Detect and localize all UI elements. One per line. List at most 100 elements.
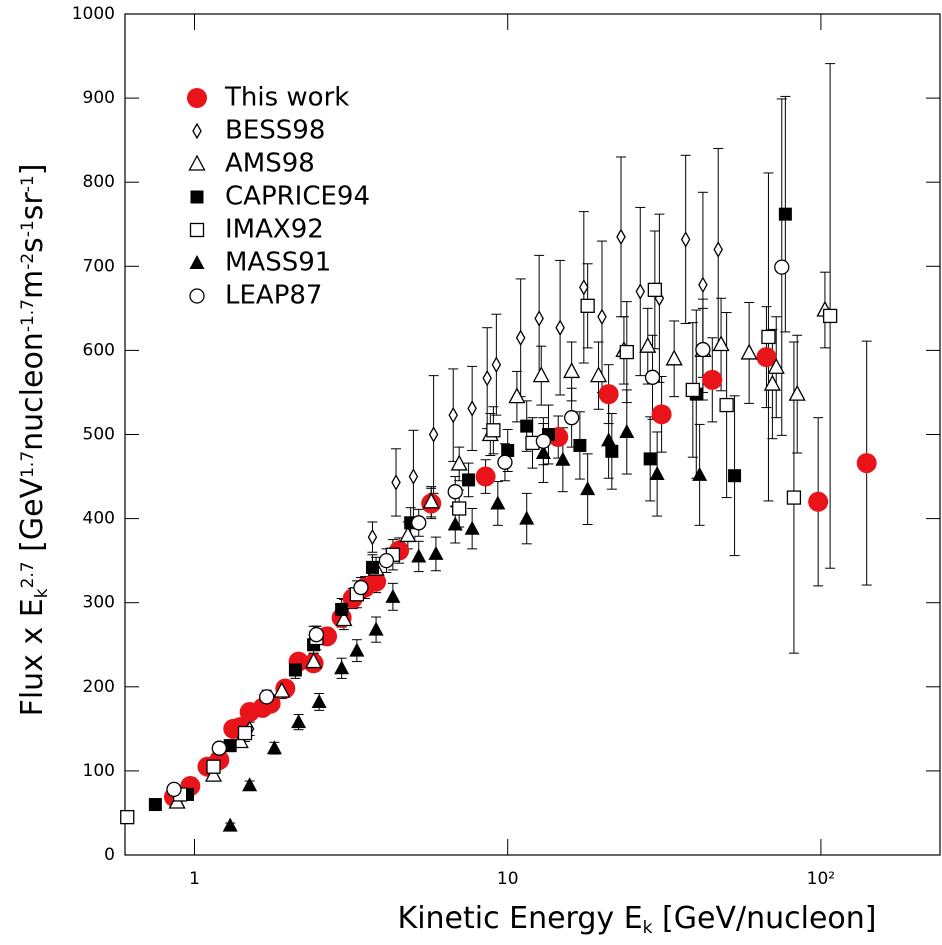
marker (190, 190, 204, 204)
marker (649, 466, 665, 481)
marker (639, 336, 657, 353)
marker (808, 491, 829, 512)
legend-label: LEAP87 (225, 281, 322, 311)
marker (786, 490, 802, 505)
y-tick-label: 600 (83, 340, 115, 360)
marker (399, 526, 417, 543)
marker (187, 88, 207, 108)
marker (189, 222, 205, 238)
marker (601, 432, 617, 447)
label-part: s (15, 237, 50, 253)
marker (680, 231, 691, 248)
marker (685, 382, 700, 398)
marker (563, 410, 580, 426)
marker (222, 817, 238, 832)
marker (242, 777, 258, 792)
marker (447, 484, 463, 500)
marker (428, 426, 439, 443)
marker (520, 419, 534, 433)
marker (237, 725, 253, 741)
y-tick-label: 400 (83, 509, 115, 529)
legend-label: IMAX92 (225, 215, 324, 245)
marker (311, 693, 327, 708)
label-part: [GeV/nucleon] (653, 901, 877, 936)
marker (761, 329, 776, 345)
marker (335, 610, 353, 627)
marker (740, 343, 758, 360)
marker (422, 492, 440, 509)
marker (728, 469, 742, 483)
marker (462, 473, 476, 487)
marker (579, 279, 589, 296)
marker (535, 433, 552, 449)
label-part: k (643, 918, 653, 938)
marker (598, 384, 619, 405)
marker (411, 515, 427, 531)
marker (189, 255, 205, 269)
marker (822, 308, 838, 324)
marker (475, 466, 496, 487)
label-part: Flux x E (15, 598, 50, 716)
marker (508, 387, 526, 404)
marker (120, 810, 135, 825)
marker (619, 423, 635, 438)
marker (651, 404, 672, 425)
marker (695, 341, 711, 358)
marker (778, 207, 792, 221)
x-tick-label: 10² (807, 869, 835, 889)
marker (428, 545, 444, 560)
marker (408, 468, 419, 485)
marker (635, 283, 646, 300)
y-tick-label: 300 (83, 593, 115, 613)
marker (756, 347, 777, 368)
label-part: m (15, 270, 50, 299)
marker (719, 397, 734, 413)
legend-label: MASS91 (225, 248, 331, 278)
marker (259, 689, 275, 705)
marker (532, 366, 550, 383)
marker (616, 228, 626, 246)
marker (515, 329, 526, 347)
marker (702, 369, 723, 390)
marker (534, 310, 544, 327)
marker (501, 443, 515, 457)
marker (291, 714, 307, 729)
marker (166, 781, 182, 798)
x-tick-label: 10 (497, 869, 519, 889)
marker (447, 516, 463, 531)
marker (288, 663, 302, 677)
marker (482, 369, 492, 387)
label-part: k (32, 588, 52, 598)
marker (763, 374, 781, 391)
marker (308, 627, 325, 643)
marker (368, 621, 384, 636)
x-tick-label: 1 (189, 869, 200, 889)
marker (535, 445, 551, 460)
x-axis-label: Kinetic Energy Ek [GeV/nucleon] (398, 901, 877, 938)
y-tick-label: 800 (83, 172, 115, 192)
marker (519, 510, 535, 525)
marker (353, 579, 369, 596)
label-part: [GeV (15, 477, 50, 561)
y-tick-label: 200 (83, 677, 115, 697)
legend-label: CAPRICE94 (225, 182, 370, 212)
label-part: nucleon (15, 332, 50, 451)
marker (856, 453, 877, 474)
label-part: -1 (18, 220, 38, 237)
marker (486, 423, 501, 438)
label-part: ] (15, 164, 50, 176)
label-part: 1.7 (18, 451, 38, 478)
marker (555, 319, 565, 337)
marker (206, 759, 221, 774)
marker (580, 481, 596, 496)
marker (644, 369, 661, 385)
marker (204, 765, 223, 782)
marker (788, 384, 806, 401)
marker (365, 560, 379, 574)
marker (266, 740, 282, 755)
label-part: Kinetic Energy E (398, 901, 643, 936)
marker (643, 452, 657, 466)
marker (411, 548, 427, 563)
marker (349, 642, 365, 657)
marker (597, 308, 607, 326)
